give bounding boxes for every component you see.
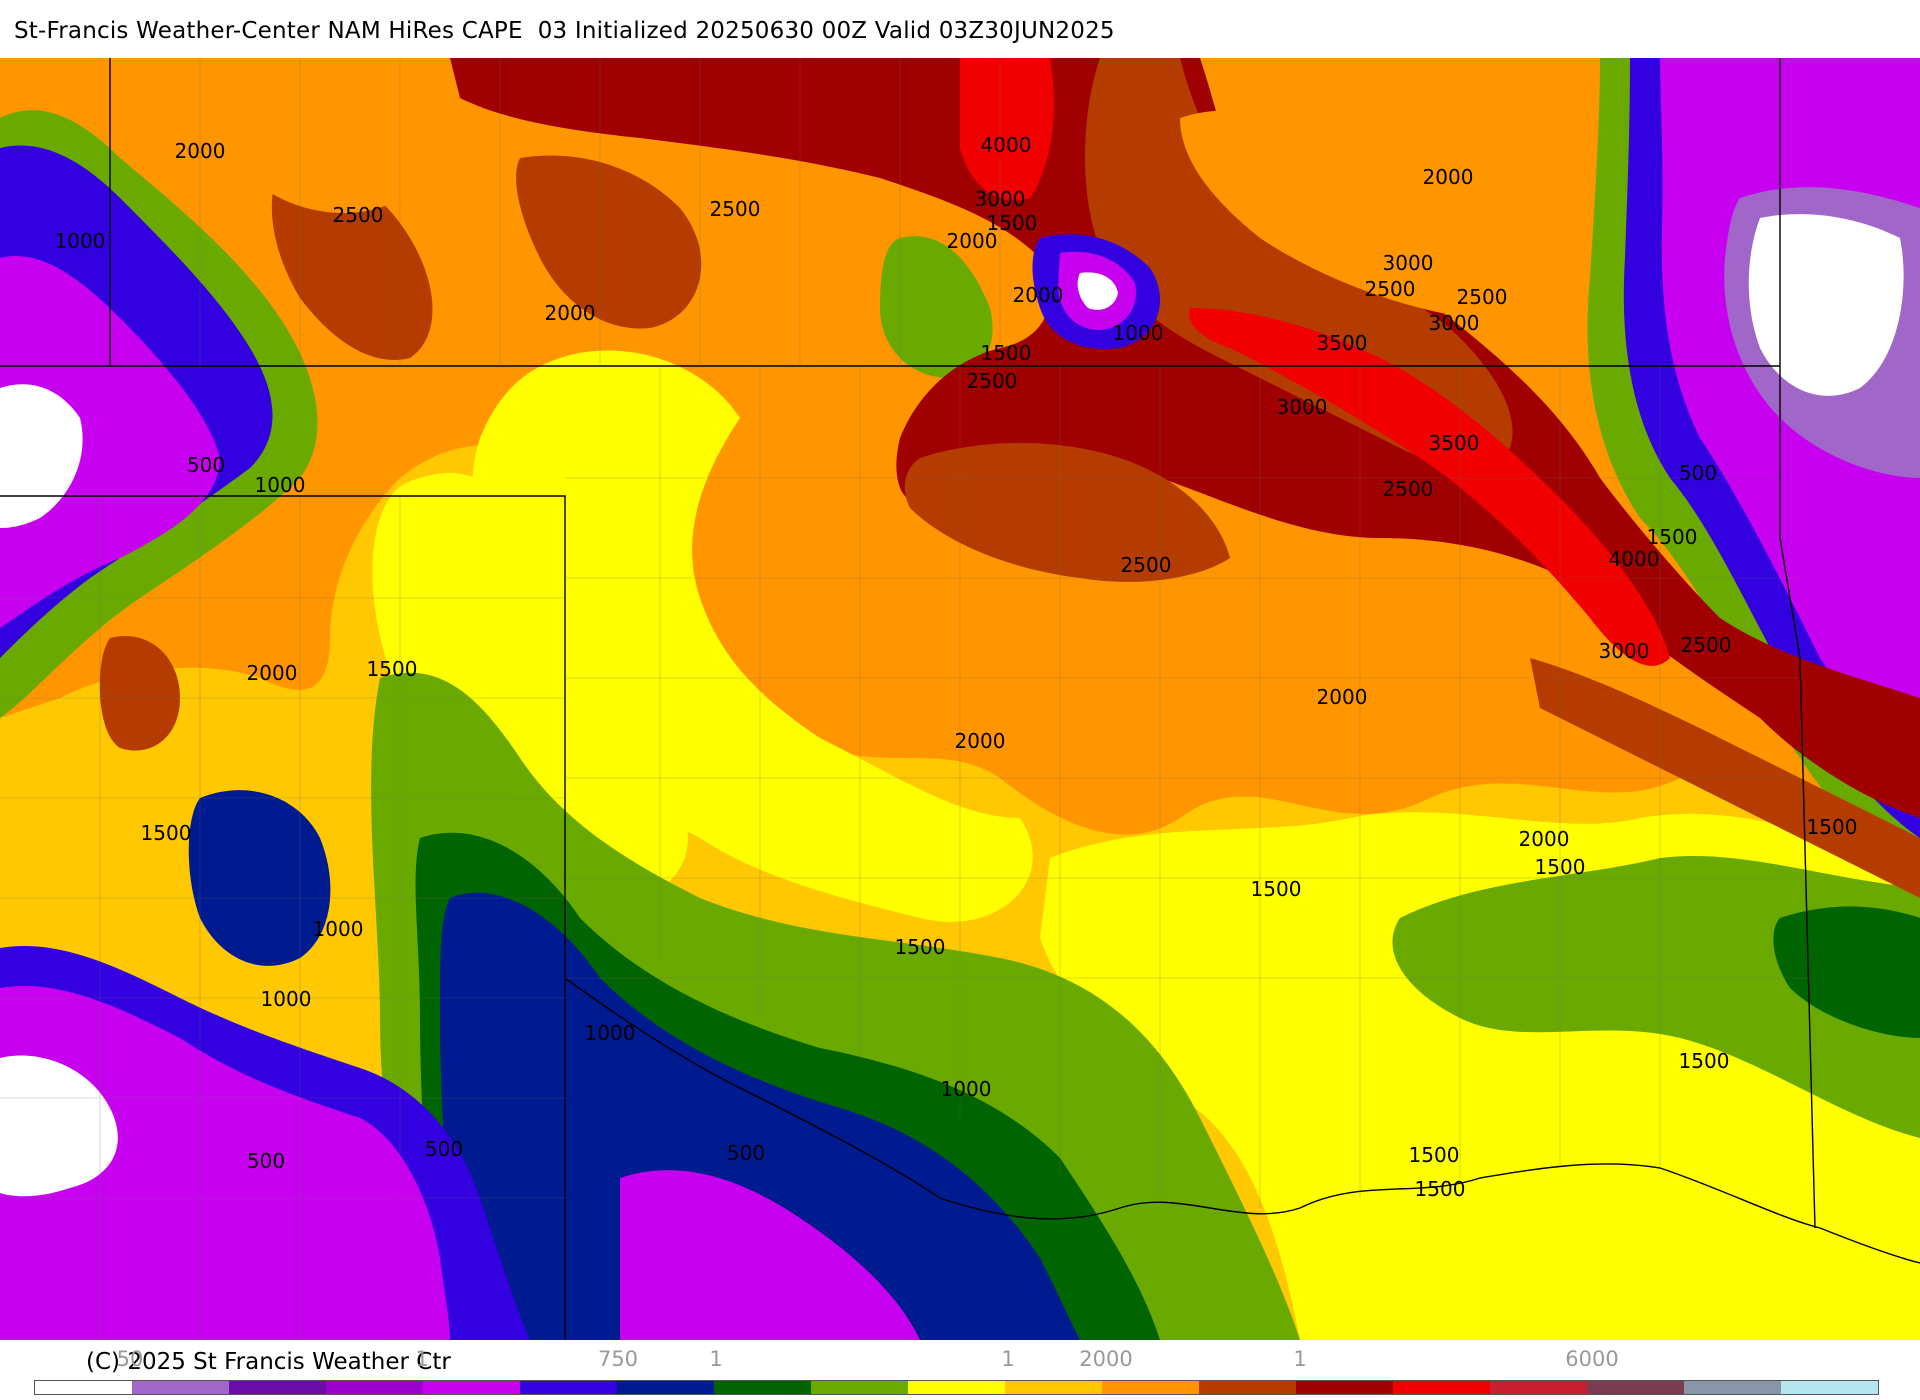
scale-swatch bbox=[35, 1381, 132, 1394]
contour-label: 1500 bbox=[987, 211, 1038, 235]
contour-label: 2500 bbox=[1457, 285, 1508, 309]
contour-label: 2000 bbox=[1013, 283, 1064, 307]
contour-label: 2000 bbox=[955, 729, 1006, 753]
contour-label: 2500 bbox=[1365, 277, 1416, 301]
contour-label: 1500 bbox=[141, 821, 192, 845]
contour-label: 2000 bbox=[1317, 685, 1368, 709]
scale-tick-label: 6000 bbox=[1565, 1347, 1619, 1371]
scale-swatch bbox=[714, 1381, 811, 1394]
contour-label: 1000 bbox=[1113, 321, 1164, 345]
scale-tick-label: 750 bbox=[597, 1347, 639, 1371]
contour-label: 2000 bbox=[545, 301, 596, 325]
scale-tick-label: 1 bbox=[415, 1347, 429, 1371]
contour-label: 1500 bbox=[367, 657, 418, 681]
contour-label: 1000 bbox=[255, 473, 306, 497]
contour-label: 500 bbox=[425, 1137, 463, 1161]
scale-swatch bbox=[908, 1381, 1005, 1394]
scale-swatch bbox=[520, 1381, 617, 1394]
contour-label: 2000 bbox=[175, 139, 226, 163]
contour-label: 500 bbox=[727, 1141, 765, 1165]
contour-label: 4000 bbox=[1609, 547, 1660, 571]
scale-tick-label: 50 bbox=[116, 1347, 144, 1371]
contour-label: 1000 bbox=[55, 229, 106, 253]
contour-label: 2500 bbox=[1681, 633, 1732, 657]
scale-swatch bbox=[1490, 1381, 1587, 1394]
contour-label: 3000 bbox=[1383, 251, 1434, 275]
contour-label: 1500 bbox=[1807, 815, 1858, 839]
contour-label: 3000 bbox=[1429, 311, 1480, 335]
copyright-text: (C) 2025 St Francis Weather Ctr bbox=[86, 1349, 451, 1375]
scale-swatch bbox=[811, 1381, 908, 1394]
contour-label: 2500 bbox=[333, 203, 384, 227]
contour-label: 4000 bbox=[981, 133, 1032, 157]
map-title: St-Francis Weather-Center NAM HiRes CAPE… bbox=[14, 18, 1115, 44]
contour-label: 1000 bbox=[585, 1021, 636, 1045]
contour-label: 2000 bbox=[247, 661, 298, 685]
scale-swatch bbox=[1587, 1381, 1684, 1394]
contour-label: 2500 bbox=[967, 369, 1018, 393]
contour-label: 2500 bbox=[1121, 553, 1172, 577]
cape-map: 2000 2500 1000 2000 2500 4000 3000 1500 … bbox=[0, 58, 1920, 1340]
contour-label: 1500 bbox=[1251, 877, 1302, 901]
contour-label: 1500 bbox=[1415, 1177, 1466, 1201]
scale-tick-label: 2000 bbox=[1079, 1347, 1133, 1371]
scale-swatch bbox=[132, 1381, 229, 1394]
contour-label: 500 bbox=[1679, 461, 1717, 485]
scale-swatch bbox=[1296, 1381, 1393, 1394]
scale-tick-label: 1 bbox=[709, 1347, 723, 1371]
contour-label: 1500 bbox=[1535, 855, 1586, 879]
scale-swatch bbox=[1102, 1381, 1199, 1394]
scale-swatch bbox=[423, 1381, 520, 1394]
scale-swatch bbox=[1199, 1381, 1296, 1394]
contour-label: 1500 bbox=[895, 935, 946, 959]
contour-label: 2500 bbox=[1383, 477, 1434, 501]
contour-label: 2000 bbox=[1519, 827, 1570, 851]
contour-label: 1500 bbox=[1679, 1049, 1730, 1073]
scale-swatch bbox=[229, 1381, 326, 1394]
contour-label: 2000 bbox=[947, 229, 998, 253]
color-scale-panel: (C) 2025 St Francis Weather Ctr 50 1 750 1 1… bbox=[0, 1340, 1920, 1400]
contour-label: 2000 bbox=[1423, 165, 1474, 189]
contour-label: 1500 bbox=[1647, 525, 1698, 549]
contour-label: 3500 bbox=[1317, 331, 1368, 355]
scale-tick-label: 1 bbox=[1293, 1347, 1307, 1371]
scale-tick-label: 1 bbox=[1001, 1347, 1015, 1371]
contour-label: 1000 bbox=[941, 1077, 992, 1101]
scale-swatch bbox=[1684, 1381, 1781, 1394]
contour-label: 500 bbox=[187, 453, 225, 477]
contour-label: 2500 bbox=[710, 197, 761, 221]
contour-label: 3000 bbox=[1277, 395, 1328, 419]
contour-label: 3000 bbox=[1599, 639, 1650, 663]
contour-label: 1000 bbox=[261, 987, 312, 1011]
scale-swatch bbox=[1005, 1381, 1102, 1394]
color-scale-bar bbox=[34, 1380, 1879, 1395]
contour-label: 3500 bbox=[1429, 431, 1480, 455]
contour-label: 1500 bbox=[981, 341, 1032, 365]
contour-label: 3000 bbox=[975, 187, 1026, 211]
contour-label: 1500 bbox=[1409, 1143, 1460, 1167]
scale-swatch bbox=[326, 1381, 423, 1394]
scale-swatch bbox=[1781, 1381, 1878, 1394]
contour-label: 1000 bbox=[313, 917, 364, 941]
scale-swatch bbox=[1393, 1381, 1490, 1394]
scale-swatch bbox=[617, 1381, 714, 1394]
contour-label: 500 bbox=[247, 1149, 285, 1173]
